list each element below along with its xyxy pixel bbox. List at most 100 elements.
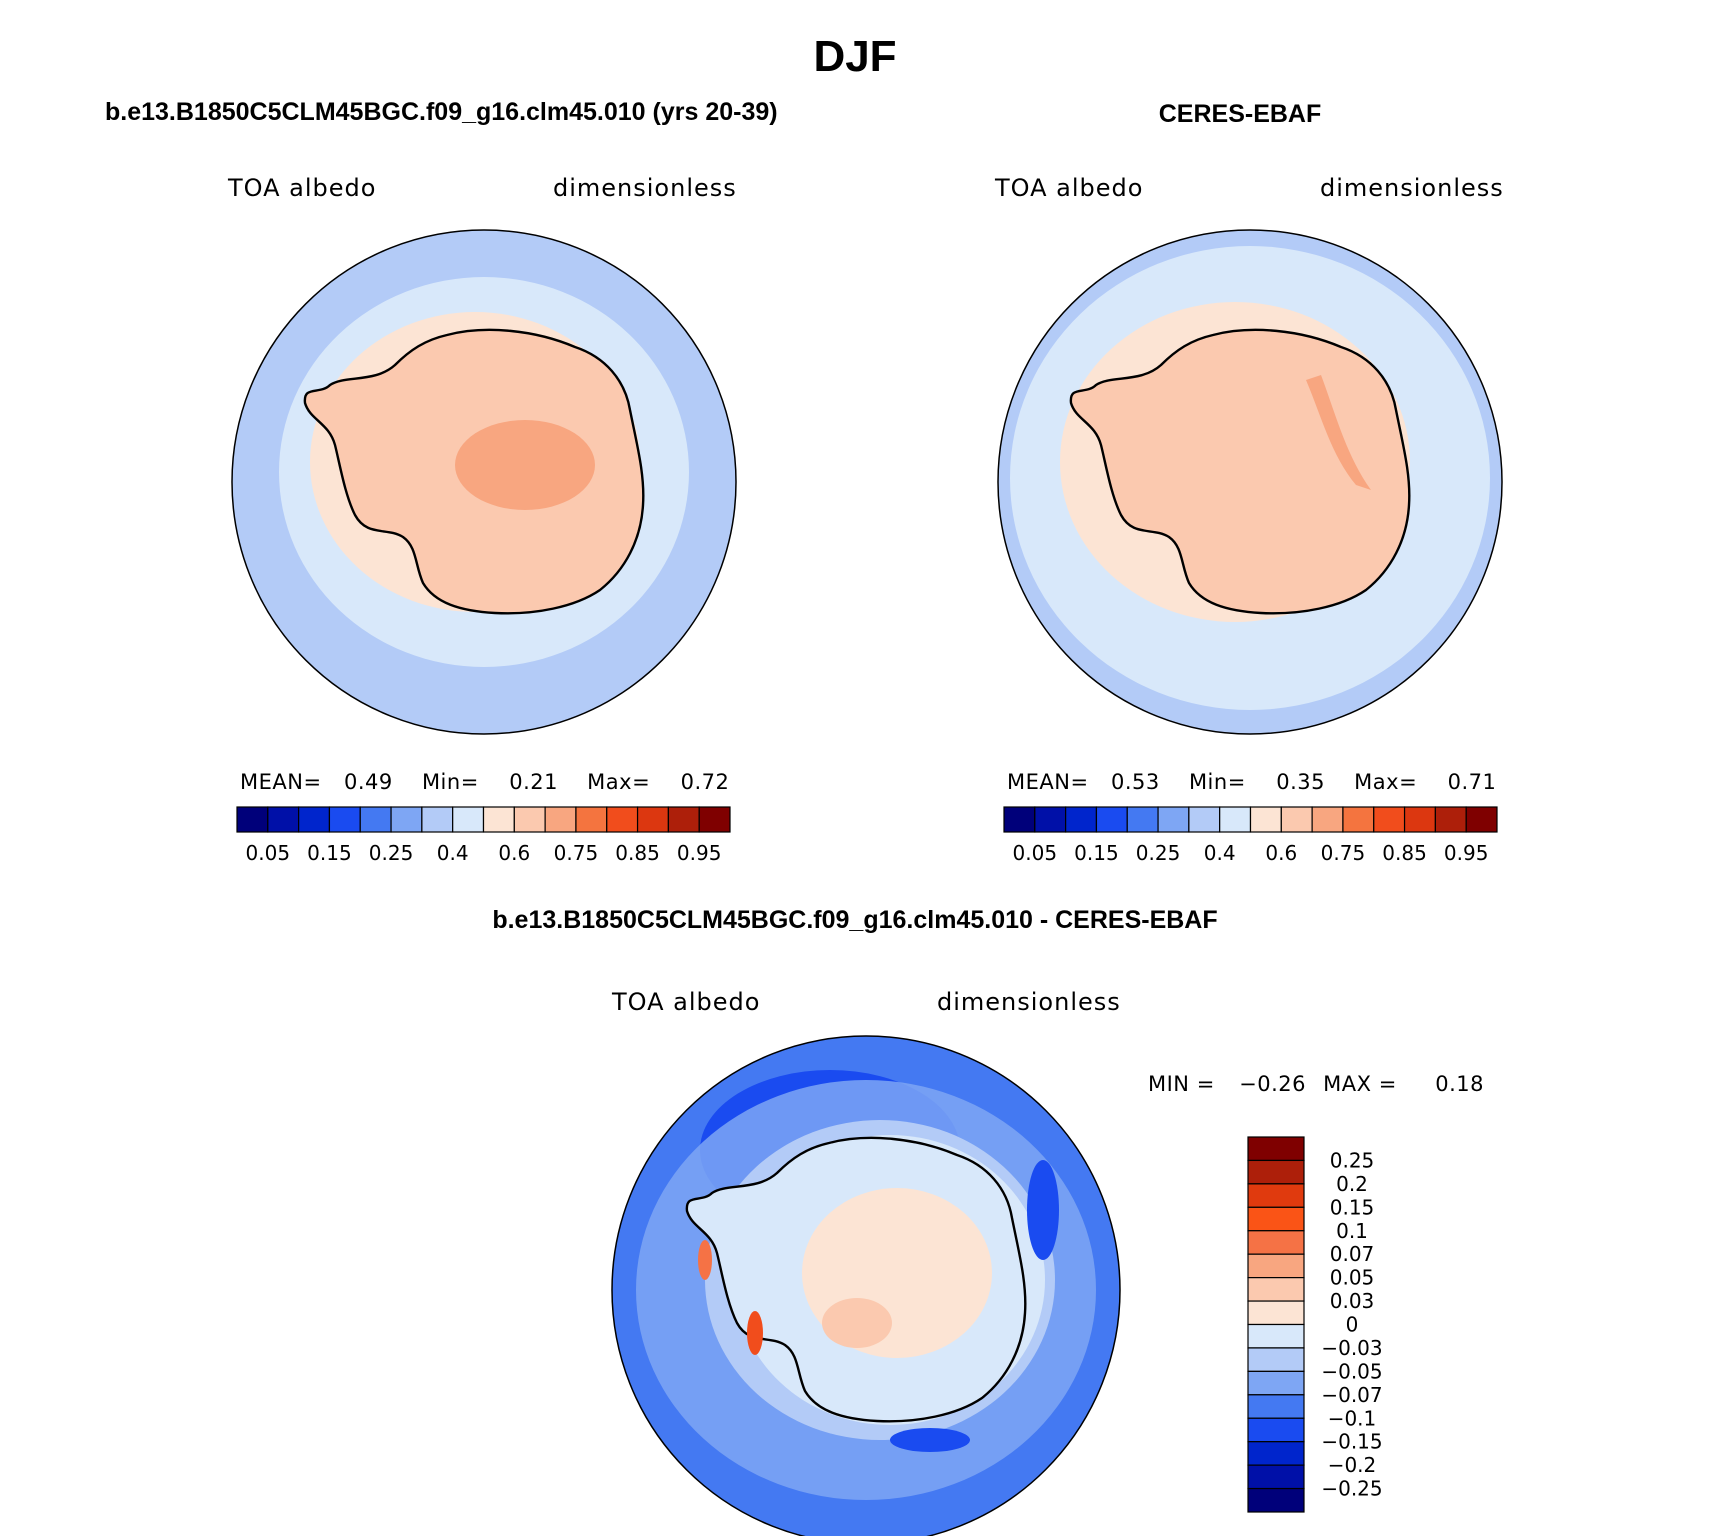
model-max-value: 0.72 [680,770,730,794]
obs-colorbar-label: 0.05 [1013,841,1058,865]
model-colorbar-box [544,806,577,833]
obs-colorbar-box [1249,806,1282,833]
diff-colorbar-box [1247,1159,1305,1185]
obs-colorbar-label: 0.4 [1204,841,1236,865]
model-colorbar-box [298,806,331,833]
obs-min-value: 0.35 [1276,770,1325,794]
diff-colorbar-label: −0.05 [1321,1359,1382,1383]
model-colorbar-box [513,806,546,833]
model-colorbar-box [698,806,731,833]
model-colorbar-box [667,806,700,833]
model-colorbar-label: 0.95 [677,841,722,865]
diff-colorbar-label: 0.25 [1330,1148,1375,1172]
obs-colorbar-label: 0.75 [1321,841,1366,865]
diff-colorbar-box [1247,1394,1305,1419]
figure-title: DJF [813,32,897,81]
model-colorbar-label: 0.05 [246,841,291,865]
obs-colorbar-box [1126,806,1159,833]
obs-colorbar-box [1403,806,1436,833]
model-colorbar: 0.05 0.15 0.25 0.4 0.6 0.75 0.85 0.95 [236,806,731,865]
obs-colorbar-label: 0.95 [1444,841,1489,865]
diff-colorbar-box [1247,1323,1305,1349]
diff-colorbar-label: −0.07 [1321,1383,1382,1407]
obs-colorbar-box [1065,806,1098,833]
obs-variable-label: TOA albedo [995,174,1144,202]
diff-colorbar-box [1247,1253,1305,1279]
obs-colorbar-box [1373,806,1406,833]
model-colorbar-box [328,806,361,833]
obs-colorbar-box [1434,806,1467,833]
diff-units-label: dimensionless [937,988,1121,1016]
diff-colorbar-label: 0.03 [1330,1289,1375,1313]
model-max-label: Max= [587,770,651,794]
obs-colorbar-box [1465,806,1498,833]
model-min-label: Min= [421,770,479,794]
diff-colorbar-box [1247,1370,1305,1396]
diff-colorbar-box [1247,1300,1305,1326]
model-colorbar-label: 0.6 [498,841,530,865]
model-variable-label: TOA albedo [228,174,377,202]
model-colorbar-label: 0.75 [554,841,599,865]
model-colorbar-label: 0.15 [307,841,352,865]
model-stats: MEAN= 0.49 Min= 0.21 Max= 0.72 [240,770,729,794]
model-colorbar-box [575,806,608,833]
diff-colorbar-label: −0.03 [1321,1336,1382,1360]
model-colorbar-box [359,806,392,833]
obs-colorbar-box [1188,806,1221,833]
obs-mean-label: MEAN= [1007,770,1089,794]
obs-stats: MEAN= 0.53 Min= 0.35 Max= 0.71 [1007,770,1496,794]
model-colorbar-box [267,806,300,833]
diff-variable-label: TOA albedo [612,988,761,1016]
obs-colorbar: 0.05 0.15 0.25 0.4 0.6 0.75 0.85 0.95 [1003,806,1498,865]
obs-colorbar-box [1342,806,1375,833]
diff-colorbar-label: 0.1 [1336,1219,1368,1243]
diff-colorbar-label: 0.15 [1330,1195,1375,1219]
diff-min-label: MIN = [1148,1072,1215,1096]
model-map-border [231,229,737,735]
obs-colorbar-box [1219,806,1252,833]
diff-colorbar-box [1247,1206,1305,1232]
diff-colorbar-label: −0.1 [1328,1406,1377,1430]
diff-colorbar-label: 0.2 [1336,1172,1368,1196]
diff-colorbar-label: 0.07 [1330,1242,1375,1266]
obs-colorbar-box [1157,806,1190,833]
diff-colorbar: 0.250.20.150.10.070.050.030−0.03−0.05−0.… [1247,1136,1383,1513]
obs-map-border [997,229,1503,735]
diff-colorbar-label: 0 [1346,1313,1359,1337]
obs-max-label: Max= [1354,770,1418,794]
obs-colorbar-label: 0.6 [1265,841,1297,865]
diff-min-value: −0.26 [1239,1072,1306,1096]
diff-colorbar-box [1247,1136,1305,1162]
model-colorbar-box [606,806,639,833]
model-units-label: dimensionless [553,174,737,202]
obs-colorbar-box [1034,806,1067,833]
diff-colorbar-box [1247,1347,1305,1372]
diff-stats: MIN = −0.26 MAX = 0.18 [1148,1072,1484,1096]
model-colorbar-box [390,806,423,833]
model-colorbar-box [421,806,454,833]
diff-max-value: 0.18 [1435,1072,1485,1096]
diff-map [612,1036,1120,1536]
diff-colorbar-box [1247,1464,1305,1490]
obs-colorbar-label: 0.25 [1136,841,1181,865]
model-colorbar-box [236,806,269,833]
model-mean-label: MEAN= [240,770,322,794]
diff-colorbar-box [1247,1417,1305,1443]
obs-max-value: 0.71 [1447,770,1497,794]
diff-colorbar-box [1247,1230,1305,1255]
obs-colorbar-label: 0.15 [1074,841,1119,865]
obs-map [998,230,1502,734]
model-colorbar-label: 0.85 [615,841,660,865]
diff-colorbar-label: 0.05 [1330,1266,1375,1290]
diff-max-label: MAX = [1323,1072,1397,1096]
model-map [232,230,736,734]
obs-colorbar-box [1311,806,1344,833]
model-colorbar-box [482,806,515,833]
model-colorbar-label: 0.4 [437,841,469,865]
diff-colorbar-box [1247,1183,1305,1208]
diff-colorbar-label: −0.15 [1321,1430,1382,1454]
model-colorbar-box [452,806,485,833]
model-min-value: 0.21 [509,770,558,794]
diff-colorbar-box [1247,1441,1305,1466]
